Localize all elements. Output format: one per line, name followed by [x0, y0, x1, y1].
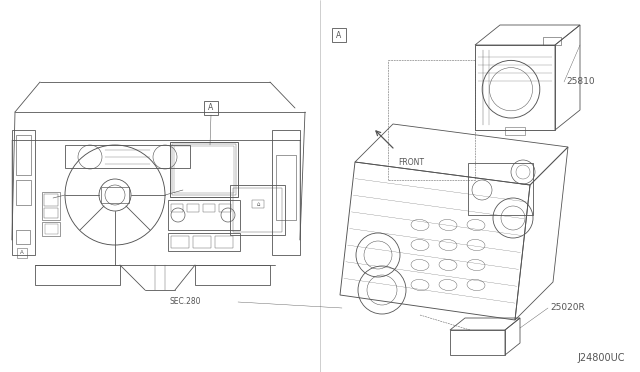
Bar	[215, 236, 233, 248]
Text: 25810: 25810	[566, 77, 595, 87]
Text: FRONT: FRONT	[398, 158, 424, 167]
Bar	[193, 236, 211, 248]
Text: ⌂: ⌂	[256, 202, 260, 206]
Bar	[16, 135, 31, 175]
Bar	[252, 200, 264, 208]
Bar	[276, 155, 296, 220]
Text: J24800UC: J24800UC	[577, 353, 625, 363]
Text: A: A	[20, 250, 24, 256]
Bar	[44, 194, 58, 206]
Bar	[505, 127, 525, 135]
Bar	[230, 185, 285, 235]
Bar	[174, 146, 234, 193]
Bar	[543, 37, 561, 45]
Bar	[204, 101, 218, 115]
Bar	[42, 192, 60, 220]
Bar	[168, 200, 240, 230]
Bar	[16, 230, 30, 244]
Bar	[468, 163, 533, 215]
Bar	[168, 233, 240, 251]
Text: A: A	[209, 103, 214, 112]
Bar	[332, 28, 346, 42]
Text: SEC.280: SEC.280	[170, 298, 202, 307]
Bar	[203, 204, 215, 212]
Text: A: A	[337, 31, 342, 39]
Bar	[42, 222, 60, 236]
Bar	[171, 236, 189, 248]
Text: 25020R: 25020R	[550, 304, 585, 312]
Bar	[44, 208, 58, 218]
Bar	[170, 142, 238, 197]
Bar	[171, 204, 183, 212]
Bar	[101, 187, 129, 203]
Bar	[16, 180, 31, 205]
Bar	[187, 204, 199, 212]
Bar	[17, 248, 27, 258]
Bar	[172, 144, 236, 195]
Bar	[219, 204, 231, 212]
Bar	[45, 224, 58, 234]
Bar	[233, 188, 282, 232]
